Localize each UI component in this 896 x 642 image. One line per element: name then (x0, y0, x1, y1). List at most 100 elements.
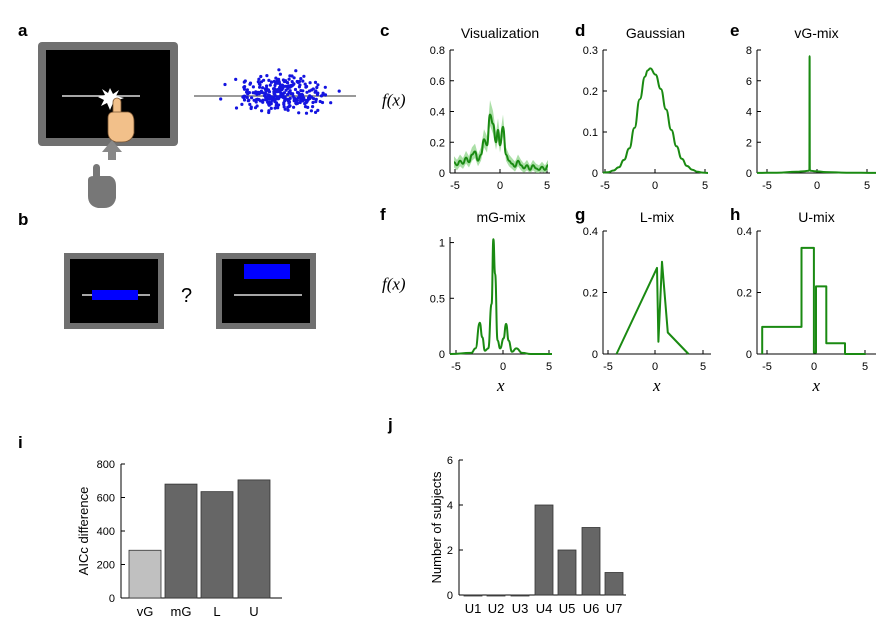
y-tick-label: 0 (592, 349, 598, 361)
y-tick-label: 0.6 (430, 76, 445, 88)
x-axis-label: x (812, 376, 821, 395)
scatter-point (291, 92, 295, 96)
y-tick-label: 400 (97, 526, 115, 538)
bar (510, 594, 530, 597)
scatter-point (299, 89, 303, 93)
scatter-point (282, 101, 286, 105)
density-line (615, 260, 690, 355)
x-tick-label: 5 (544, 180, 550, 192)
chart-panel-i: 0 200 400 600 800 vG mG L U AICc difference (76, 459, 282, 619)
y-tick-label: 4 (447, 500, 453, 512)
scatter-point (274, 76, 278, 80)
scatter-point (282, 105, 286, 109)
scatter-point (223, 82, 227, 87)
scatter-point (320, 100, 325, 105)
category-label: U1 (465, 601, 482, 616)
x-tick-label: 0 (652, 180, 658, 192)
y-tick-label: 800 (97, 459, 115, 471)
scatter-point (277, 103, 281, 107)
density-line (756, 55, 877, 174)
scatter-point (267, 90, 272, 94)
y-tick-label: 0.4 (583, 226, 598, 238)
scatter-point (305, 84, 309, 89)
x-tick-label: -5 (451, 361, 461, 373)
scatter-point (263, 87, 267, 91)
scatter-point (274, 103, 278, 107)
scatter-point (292, 105, 296, 109)
y-tick-label: 1 (439, 238, 445, 250)
panel-label-c: c (380, 21, 389, 40)
scatter-point (284, 88, 288, 92)
scatter-point (259, 74, 263, 79)
scatter-point (258, 83, 262, 87)
y-tick-label: 8 (746, 45, 752, 57)
scatter-point (294, 102, 298, 106)
panel-label-a: a (18, 21, 28, 40)
scatter-point (242, 87, 247, 91)
chart-panel-c: Visualization 0 0.2 0.4 0.6 0.8 -5 0 5 f(x) (382, 25, 550, 192)
scatter-point (286, 92, 290, 97)
x-tick-label: 0 (500, 361, 506, 373)
scatter-point (290, 80, 294, 84)
scatter-point (256, 80, 260, 84)
scatter-point (275, 81, 279, 85)
scatter-point (329, 101, 333, 105)
y-tick-label: 0.2 (737, 288, 752, 300)
scatter-point (297, 91, 301, 95)
scatter-point (234, 106, 239, 110)
panel-label-f: f (380, 205, 386, 224)
panel-label-j: j (387, 415, 393, 434)
scatter-point (272, 92, 276, 96)
scatter-point (303, 102, 307, 106)
scatter-point (234, 77, 238, 81)
category-label: U4 (536, 601, 553, 616)
scatter-point (242, 80, 246, 84)
y-axis-label: Number of subjects (429, 471, 444, 583)
scatter-point (245, 95, 249, 100)
scatter-point (255, 104, 259, 108)
y-tick-label: 200 (97, 560, 115, 572)
y-tick-label: 0.1 (583, 127, 598, 139)
scatter-point (267, 109, 271, 113)
scatter-point (313, 80, 318, 84)
category-label: mG (171, 604, 192, 619)
x-tick-label: 0 (811, 361, 817, 373)
chart-title: U-mix (798, 209, 835, 225)
panel-label-d: d (575, 21, 585, 40)
scatter-point (240, 102, 244, 106)
scatter-point (257, 77, 261, 81)
scatter-point (248, 82, 252, 86)
panel-label-e: e (730, 21, 739, 40)
bar (237, 479, 271, 599)
scatter-point (302, 74, 306, 78)
scatter-point (246, 92, 250, 96)
y-tick-label: 0.2 (583, 86, 598, 98)
scatter-point (321, 91, 325, 95)
scatter-point (311, 100, 315, 105)
scatter-point (278, 83, 283, 88)
scatter-point (273, 87, 277, 91)
density-line (449, 238, 552, 356)
x-tick-label: 0 (652, 361, 658, 373)
x-tick-label: 5 (864, 180, 870, 192)
y-tick-label: 0 (439, 349, 445, 361)
scatter-point (294, 69, 298, 73)
chart-title: Visualization (461, 25, 539, 41)
y-tick-label: 0 (592, 168, 598, 180)
y-tick-label: 0.3 (583, 45, 598, 57)
x-axis-label: x (496, 376, 505, 395)
bar (463, 594, 483, 597)
scatter-point (292, 99, 296, 103)
scatter-point (276, 97, 280, 101)
x-axis-label: x (652, 376, 661, 395)
scatter-point (265, 74, 269, 78)
scatter-point (293, 87, 298, 92)
bar (486, 594, 506, 597)
scatter-point (269, 80, 274, 84)
scatter-point (262, 94, 267, 98)
scatter-point (290, 74, 294, 78)
scatter-point (296, 96, 300, 100)
panel-label-b: b (18, 210, 28, 229)
y-tick-label: 600 (97, 493, 115, 505)
scatter-point (307, 89, 312, 93)
